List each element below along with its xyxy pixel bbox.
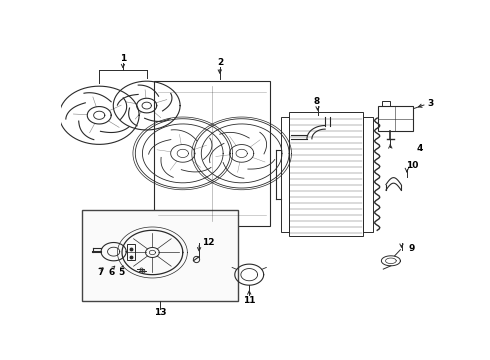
Bar [289,112,363,236]
Text: 12: 12 [202,238,215,247]
Text: 6: 6 [109,268,115,277]
Text: 10: 10 [406,161,419,170]
Text: 9: 9 [409,244,415,253]
Text: 5: 5 [118,268,124,277]
Text: 2: 2 [218,58,223,67]
Text: 4: 4 [416,144,422,153]
Bar [281,117,289,232]
Bar [378,105,413,131]
Text: 7: 7 [97,268,103,277]
Bar [363,117,372,232]
Bar [126,244,135,260]
Text: 8: 8 [314,97,320,106]
Bar [82,210,238,301]
Text: 1: 1 [120,54,126,63]
Text: 3: 3 [427,99,434,108]
Text: 13: 13 [154,308,166,317]
Bar [382,100,391,105]
Bar [154,81,270,226]
Text: 11: 11 [243,296,255,305]
